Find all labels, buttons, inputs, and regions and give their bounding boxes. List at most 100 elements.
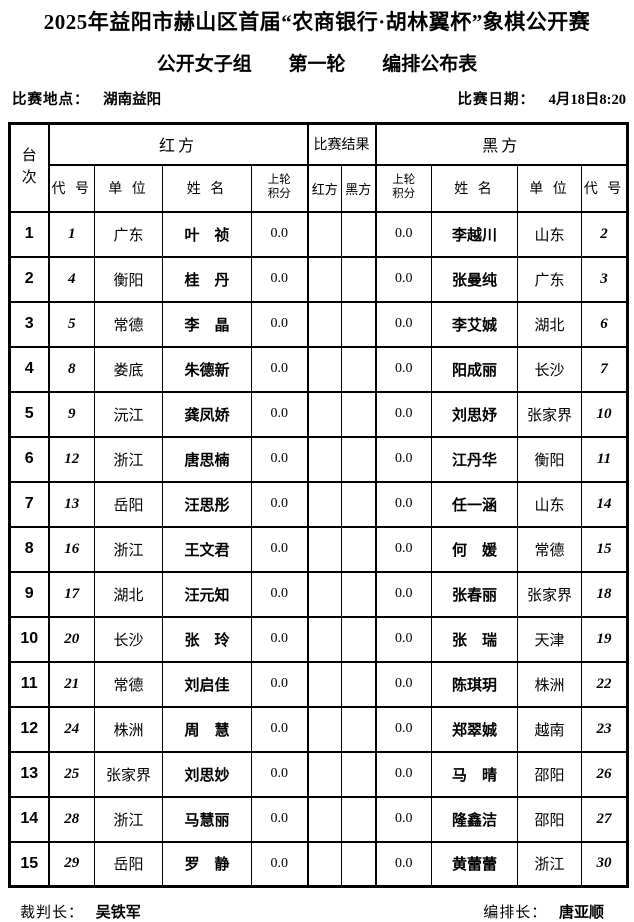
header-result-group: 比赛结果: [306, 122, 377, 166]
red-prev-score: 0.0: [250, 210, 309, 258]
result-red-cell: [306, 210, 343, 258]
table-row: 3 5 常德李 晶 0.0 0.0 李艾娍 湖北 6: [9, 300, 629, 348]
board-number: 3: [9, 300, 49, 348]
black-unit: 株洲: [517, 660, 583, 708]
black-name: 江丹华: [431, 435, 519, 483]
red-prev-score: 0.0: [250, 390, 309, 438]
red-name: 刘启佳: [162, 660, 252, 708]
referee-name: 吴铁军: [95, 905, 141, 921]
result-black-cell: [341, 750, 377, 798]
red-name: 朱德新: [162, 345, 252, 393]
red-unit: 浙江: [94, 525, 163, 573]
black-unit: 邵阳: [517, 795, 583, 843]
black-name: 张 瑞: [431, 615, 519, 663]
header-black-prev-score: 上轮 积分: [374, 163, 433, 213]
result-black-cell: [341, 390, 377, 438]
table-row: 6 12 浙江 唐思楠 0.0 0.0 江丹华 衡阳 11: [9, 435, 629, 483]
result-black-cell: [341, 705, 377, 753]
table-row: 4 8 娄底 朱德新 0.0 0.0 阳成丽 长沙 7: [9, 345, 629, 393]
result-black-cell: [341, 255, 377, 303]
red-code: 25: [47, 750, 95, 798]
venue-value: 湖南益阳: [103, 92, 162, 108]
header-black-code: 代 号: [581, 163, 629, 213]
red-name: 罗 静: [162, 840, 252, 888]
board-number: 13: [9, 750, 49, 798]
black-prev-score: 0.0: [374, 525, 433, 573]
red-name: 张 玲: [162, 615, 252, 663]
red-prev-score: 0.0: [250, 615, 309, 663]
red-unit: 岳阳: [94, 840, 163, 888]
black-prev-score: 0.0: [374, 390, 433, 438]
board-number: 5: [9, 390, 49, 438]
red-name: 李 晶: [162, 300, 252, 348]
board-number: 10: [9, 615, 49, 663]
date-label: 比赛日期：: [457, 92, 536, 108]
table-row: 5 9 沅江 龚凤娇 0.0 0.0 刘思妤 张家界 10: [9, 390, 629, 438]
black-prev-score: 0.0: [374, 840, 433, 888]
black-prev-score: 0.0: [374, 660, 433, 708]
black-code: 15: [581, 525, 629, 573]
red-name: 唐思楠: [162, 435, 252, 483]
board-number: 14: [9, 795, 49, 843]
result-red-cell: [306, 750, 343, 798]
table-row: 13 25 张家界 刘思妙 0.0 0.0 马 晴邵阳 26: [9, 750, 629, 798]
black-unit: 长沙: [517, 345, 583, 393]
black-prev-score: 0.0: [374, 300, 433, 348]
black-name: 张春丽: [431, 570, 519, 618]
red-prev-score: 0.0: [250, 525, 309, 573]
red-unit: 娄底: [94, 345, 163, 393]
info-row: 比赛地点： 湖南益阳 比赛日期： 4月18日8:20: [12, 88, 626, 109]
red-code: 16: [47, 525, 95, 573]
result-red-cell: [306, 390, 343, 438]
black-code: 10: [581, 390, 629, 438]
red-prev-score: 0.0: [250, 840, 309, 888]
red-unit: 浙江: [94, 435, 163, 483]
red-code: 20: [47, 615, 95, 663]
result-red-cell: [306, 345, 343, 393]
red-unit: 长沙: [94, 615, 163, 663]
black-name: 刘思妤: [431, 390, 519, 438]
result-red-cell: [306, 525, 343, 573]
red-name: 叶 祯: [162, 210, 252, 258]
header-result-red: 红方: [306, 163, 343, 213]
black-code: 11: [581, 435, 629, 483]
page-title: 2025年益阳市赫山区首届“农商银行·胡林翼杯”象棋公开赛: [43, 10, 591, 34]
black-code: 14: [581, 480, 629, 528]
black-name: 阳成丽: [431, 345, 519, 393]
table-row: 14 28 浙江 马慧丽 0.0 0.0 隆鑫洁 邵阳 27: [9, 795, 629, 843]
red-prev-score: 0.0: [250, 300, 309, 348]
board-number: 8: [9, 525, 49, 573]
red-unit: 株洲: [94, 705, 163, 753]
result-red-cell: [306, 480, 343, 528]
header-black-group: 黑方: [374, 122, 629, 166]
result-black-cell: [341, 300, 377, 348]
red-name: 龚凤娇: [162, 390, 252, 438]
result-black-cell: [341, 345, 377, 393]
red-unit: 常德: [94, 660, 163, 708]
black-code: 19: [581, 615, 629, 663]
referee-label: 裁判长：: [20, 905, 85, 921]
footer-row: 裁判长： 吴铁军 编排长： 唐亚顺: [20, 901, 604, 922]
black-prev-score: 0.0: [374, 345, 433, 393]
red-name: 马慧丽: [162, 795, 252, 843]
page-subtitle: 公开女子组 第一轮 编排公布表: [0, 49, 634, 76]
red-code: 4: [47, 255, 95, 303]
red-code: 5: [47, 300, 95, 348]
board-number: 9: [9, 570, 49, 618]
black-name: 李越川: [431, 210, 519, 258]
table-row: 11 21 常德 刘启佳 0.0 0.0 陈琪玥 株洲 22: [9, 660, 629, 708]
red-unit: 张家界: [94, 750, 163, 798]
black-code: 30: [581, 840, 629, 888]
black-code: 2: [581, 210, 629, 258]
header-red-group: 红方: [47, 122, 309, 166]
black-name: 何 媛: [431, 525, 519, 573]
board-number: 12: [9, 705, 49, 753]
header-red-code: 代 号: [47, 163, 95, 213]
header-black-unit: 单 位: [517, 163, 583, 213]
red-unit: 沅江: [94, 390, 163, 438]
header-result-black: 黑方: [341, 163, 377, 213]
venue-label: 比赛地点：: [12, 92, 90, 108]
result-red-cell: [306, 300, 343, 348]
result-red-cell: [306, 615, 343, 663]
black-unit: 张家界: [517, 570, 583, 618]
